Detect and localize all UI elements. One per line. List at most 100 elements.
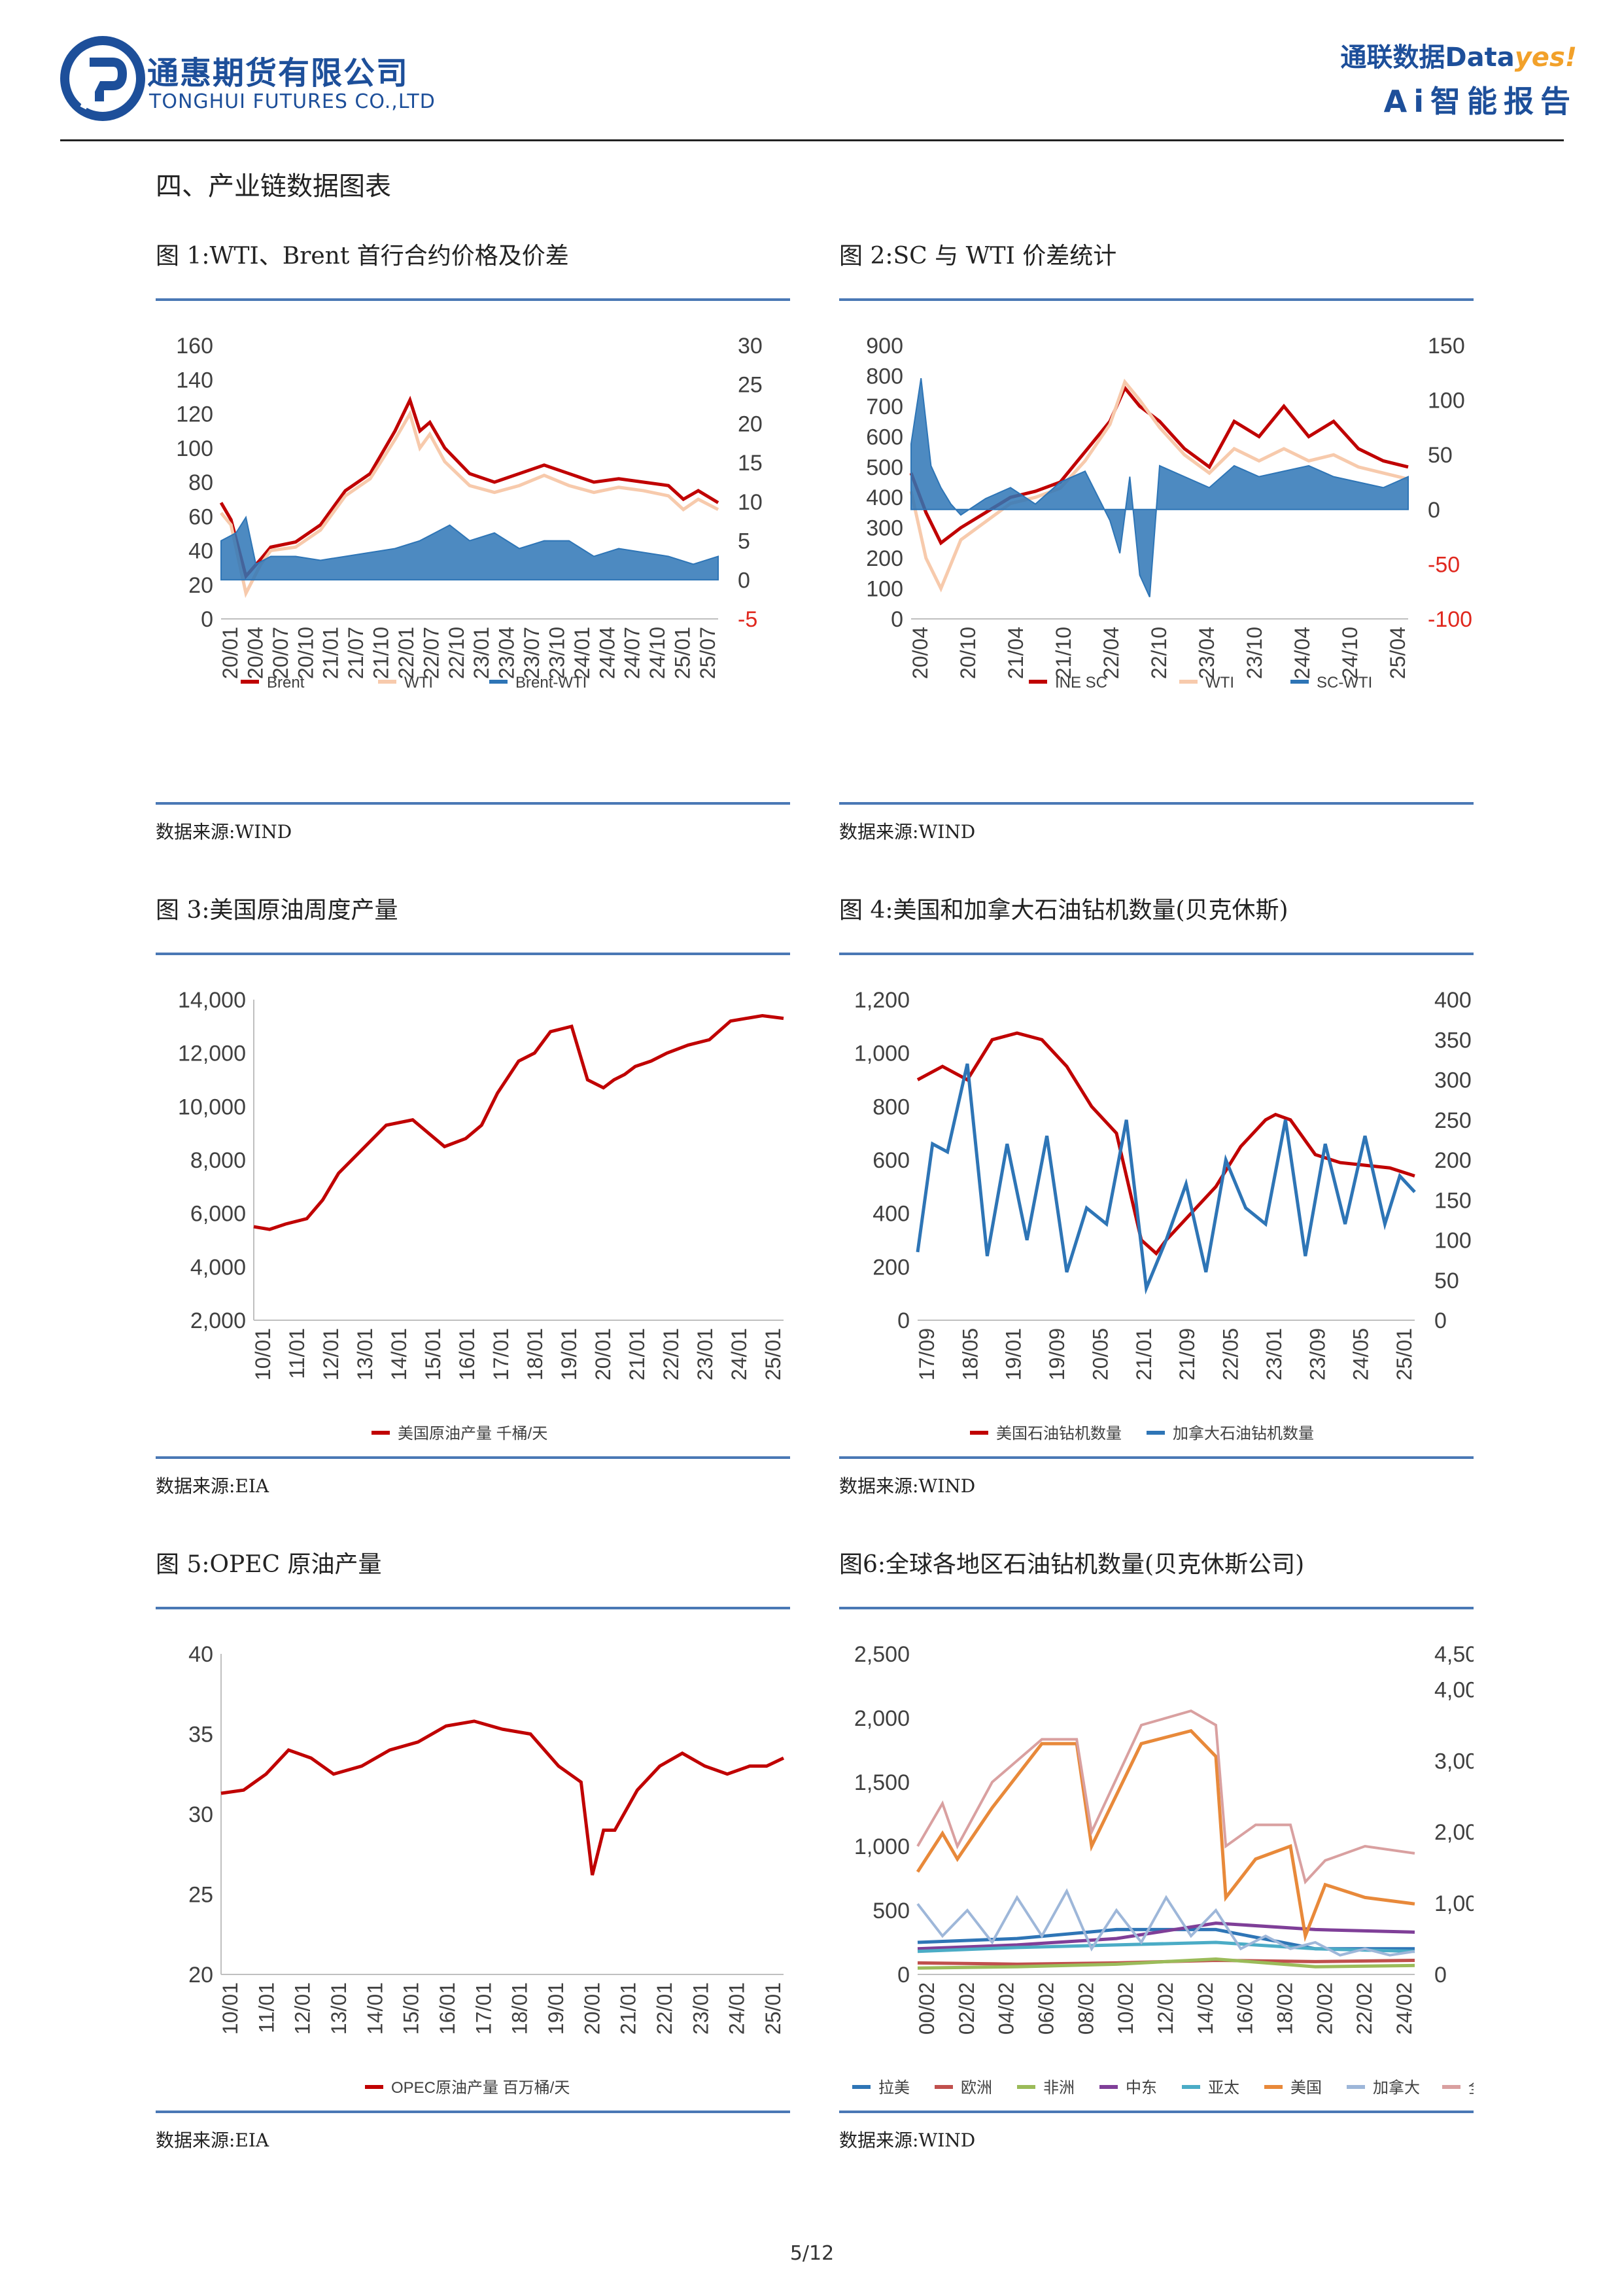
x-tick-group: 22/04	[1099, 627, 1123, 679]
x-tick-label: 20/04	[243, 627, 267, 679]
left-tick-label: 200	[866, 546, 903, 571]
x-tick-group: 11/01	[285, 1328, 309, 1379]
x-tick-group: 20/10	[956, 627, 980, 679]
company-name-en: TONGHUI FUTURES CO.,LTD	[149, 90, 436, 113]
left-tick-label: 800	[872, 1095, 910, 1119]
figure-5-top-rule	[156, 1607, 790, 1609]
x-tick-group: 12/01	[319, 1328, 343, 1380]
legend-label: 全球	[1468, 2079, 1474, 2097]
x-tick-label: 11/01	[285, 1328, 309, 1379]
x-tick-group: 23/01	[1262, 1328, 1286, 1380]
left-tick-label: 2,500	[854, 1642, 910, 1667]
brand-ai: Ai	[1383, 84, 1430, 119]
series-line-美国	[916, 1728, 1415, 1942]
legend-label: 美国石油钻机数量	[996, 1425, 1122, 1443]
figure-3-bottom-rule	[156, 1456, 790, 1459]
left-tick-label: 30	[188, 1802, 213, 1827]
x-tick-group: 13/01	[353, 1328, 377, 1380]
x-tick-label: 21/10	[370, 627, 393, 679]
x-tick-group: 22/05	[1219, 1328, 1243, 1380]
x-tick-label: 23/04	[495, 627, 519, 679]
series-line-美国原油产量 千桶/天	[253, 1013, 784, 1231]
figure-4-bottom-rule	[839, 1456, 1474, 1459]
figure-3-top-rule	[156, 953, 790, 955]
x-tick-group: 24/05	[1349, 1328, 1373, 1380]
x-tick-group: 24/01	[725, 1982, 749, 2035]
x-tick-label: 20/07	[269, 627, 292, 679]
legend-label: 拉美	[878, 2079, 910, 2097]
left-tick-label: 700	[866, 394, 903, 419]
figure-2-title: 图 2:SC 与 WTI 价差统计	[839, 243, 1117, 270]
x-tick-label: 02/02	[955, 1982, 978, 2035]
x-tick-group: 21/01	[617, 1982, 640, 2035]
company-name-cn: 通惠期货有限公司	[147, 55, 409, 92]
left-tick-label: 8,000	[190, 1148, 246, 1173]
x-tick-group: 23/01	[470, 627, 493, 679]
figure-5-bottom-rule	[156, 2111, 790, 2113]
x-tick-label: 25/04	[1386, 627, 1409, 679]
left-tick-label: 40	[188, 539, 213, 564]
legend-label: WTI	[1205, 674, 1234, 692]
series-line-加拿大	[916, 1888, 1415, 1957]
x-tick-label: 08/02	[1074, 1982, 1097, 2035]
legend-label: 亚太	[1208, 2079, 1239, 2097]
x-tick-label: 23/01	[689, 1982, 712, 2035]
x-tick-label: 16/01	[436, 1982, 459, 2035]
page-number: 5/12	[789, 2242, 835, 2265]
left-tick-label: 80	[188, 470, 213, 495]
x-tick-label: 14/01	[387, 1328, 411, 1380]
figure-1-title: 图 1:WTI、Brent 首行合约价格及价差	[156, 243, 569, 270]
figure-6-chart: 2,500 2,000 1,500 1,000 500 0 4,500 4,000 3,000 2…	[852, 1642, 1474, 2097]
right-tick-label: 0	[1428, 498, 1440, 523]
x-tick-label: 00/02	[915, 1982, 939, 2035]
x-tick-label: 21/01	[617, 1982, 640, 2035]
figure-3-source: 数据来源:EIA	[156, 1475, 269, 1497]
x-tick-group: 22/01	[394, 627, 418, 679]
left-tick-label: 400	[872, 1202, 910, 1227]
left-tick-label: 400	[866, 485, 903, 510]
series-line-Brent	[219, 395, 719, 580]
x-tick-group: 10/01	[251, 1328, 275, 1380]
x-tick-group: 23/07	[520, 627, 544, 679]
right-tick-label: 50	[1434, 1269, 1459, 1293]
x-tick-label: 22/05	[1219, 1328, 1243, 1380]
figure-4-title: 图 4:美国和加拿大石油钻机数量(贝克休斯)	[839, 897, 1288, 924]
left-tick-label: 1,000	[854, 1834, 910, 1859]
x-tick-label: 23/10	[545, 627, 568, 679]
legend-label: 欧洲	[961, 2079, 992, 2097]
brand-prefix: 通联数据	[1340, 43, 1445, 73]
x-tick-label: 20/05	[1088, 1328, 1112, 1380]
x-tick-group: 23/04	[1195, 627, 1218, 679]
x-tick-group: 22/01	[659, 1328, 683, 1380]
x-tick-group: 20/10	[294, 627, 317, 679]
right-tick-label: 0	[1434, 1308, 1447, 1333]
x-tick-label: 21/04	[1004, 627, 1028, 679]
left-tick-label: 20	[188, 573, 213, 598]
x-tick-label: 12/01	[319, 1328, 343, 1380]
x-tick-label: 19/01	[1002, 1328, 1026, 1380]
legend-label: 加拿大	[1373, 2079, 1420, 2097]
x-tick-group: 22/10	[445, 627, 468, 679]
header-divider	[60, 139, 1564, 141]
x-tick-group: 18/05	[958, 1328, 982, 1380]
right-tick-label: 250	[1434, 1108, 1472, 1133]
left-tick-label: 300	[866, 516, 903, 541]
x-tick-label: 22/01	[653, 1982, 676, 2035]
x-tick-group: 14/01	[387, 1328, 411, 1380]
x-tick-group: 23/10	[1243, 627, 1266, 679]
left-tick-label: 120	[176, 402, 213, 427]
figure-4-chart: 1,200 1,000 800 600 400 200 0 400 350 300 250 200 15…	[854, 988, 1472, 1443]
left-tick-label: 1,200	[854, 988, 910, 1013]
x-tick-group: 24/01	[570, 627, 594, 679]
right-tick-label: 30	[738, 334, 763, 359]
x-tick-group: 23/01	[693, 1328, 717, 1380]
x-tick-group: 23/10	[545, 627, 568, 679]
x-tick-group: 22/01	[653, 1982, 676, 2035]
x-tick-group: 21/09	[1175, 1328, 1199, 1380]
left-tick-label: 60	[188, 504, 213, 529]
right-tick-label: 100	[1434, 1229, 1472, 1253]
x-tick-label: 22/01	[394, 627, 418, 679]
x-tick-label: 21/07	[344, 627, 368, 679]
series-line-WTI	[220, 410, 719, 599]
x-tick-label: 12/01	[291, 1982, 315, 2035]
